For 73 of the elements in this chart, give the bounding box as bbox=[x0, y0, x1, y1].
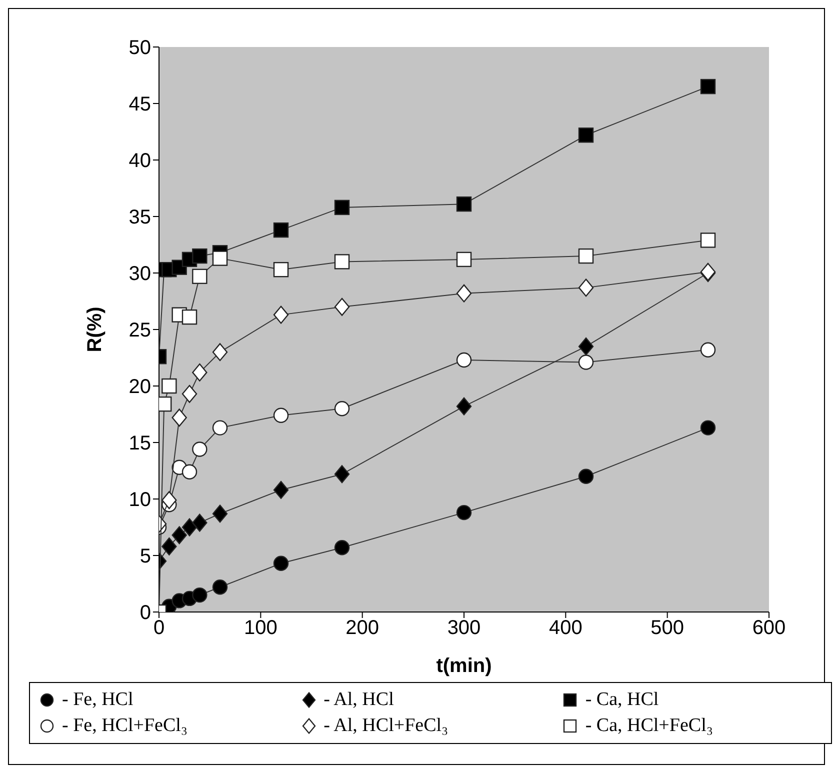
y-tick-label: 45 bbox=[128, 94, 151, 116]
x-tick-label: 400 bbox=[548, 617, 582, 640]
y-tick-label: 25 bbox=[128, 320, 151, 342]
legend-label: - Al, HCl+FeCl₃ bbox=[324, 715, 448, 737]
point bbox=[456, 397, 472, 416]
y-tick-label: 20 bbox=[128, 376, 151, 398]
legend-label: - Ca, HCl+FeCl₃ bbox=[585, 715, 713, 737]
point bbox=[700, 342, 716, 358]
x-axis-title: t(min) bbox=[436, 655, 492, 677]
legend-label: - Fe, HCl bbox=[62, 689, 134, 711]
x-tick-label: 100 bbox=[244, 617, 278, 640]
y-tick-label: 30 bbox=[128, 263, 151, 286]
point bbox=[182, 384, 198, 403]
point bbox=[273, 306, 289, 324]
legend-label: - Al, HCl bbox=[324, 689, 394, 711]
y-tick-label: 0 bbox=[140, 602, 151, 624]
x-tick-label: 300 bbox=[447, 617, 481, 640]
point bbox=[334, 298, 350, 316]
y-tick-label: 35 bbox=[128, 206, 151, 229]
y-tick-label: 10 bbox=[128, 489, 151, 512]
point bbox=[456, 196, 472, 212]
y-tick-label: 5 bbox=[140, 546, 151, 568]
point bbox=[700, 232, 716, 248]
point bbox=[212, 250, 228, 266]
point bbox=[578, 128, 594, 143]
point bbox=[334, 540, 350, 556]
point bbox=[578, 468, 594, 484]
point bbox=[456, 284, 472, 302]
point bbox=[162, 537, 177, 556]
y-tick-label: 50 bbox=[128, 37, 151, 60]
point bbox=[192, 514, 208, 532]
point bbox=[182, 518, 198, 536]
point bbox=[182, 309, 198, 325]
point bbox=[172, 526, 187, 544]
point bbox=[273, 556, 289, 572]
point bbox=[700, 78, 716, 94]
point bbox=[192, 587, 208, 603]
point bbox=[456, 504, 472, 520]
point bbox=[273, 408, 289, 423]
x-tick-label: 600 bbox=[752, 617, 786, 640]
point bbox=[212, 580, 228, 595]
point bbox=[578, 278, 594, 297]
legend-label: - Fe, HCl+FeCl₃ bbox=[62, 715, 188, 737]
point bbox=[273, 262, 289, 278]
x-tick-label: 200 bbox=[346, 617, 380, 640]
point bbox=[192, 268, 208, 284]
point bbox=[192, 363, 208, 382]
point bbox=[456, 352, 472, 368]
point bbox=[334, 200, 350, 216]
point bbox=[578, 354, 594, 370]
point bbox=[192, 248, 208, 264]
point bbox=[456, 252, 472, 268]
point bbox=[334, 465, 350, 484]
point bbox=[212, 343, 228, 362]
point bbox=[334, 401, 350, 416]
y-tick-label: 15 bbox=[128, 432, 151, 455]
point bbox=[192, 442, 208, 457]
legend-label: - Ca, HCl bbox=[585, 689, 659, 711]
point bbox=[212, 420, 228, 436]
point bbox=[578, 248, 594, 264]
x-tick-label: 500 bbox=[650, 617, 684, 640]
point bbox=[578, 337, 594, 356]
point bbox=[212, 504, 228, 523]
point bbox=[172, 408, 187, 427]
y-tick-label: 40 bbox=[128, 150, 151, 172]
point bbox=[273, 222, 289, 238]
point bbox=[700, 420, 716, 436]
y-axis-title: R(%) bbox=[84, 306, 106, 352]
point bbox=[334, 254, 350, 270]
point bbox=[162, 378, 177, 394]
point bbox=[273, 480, 289, 499]
point bbox=[162, 491, 177, 510]
point bbox=[182, 464, 198, 480]
